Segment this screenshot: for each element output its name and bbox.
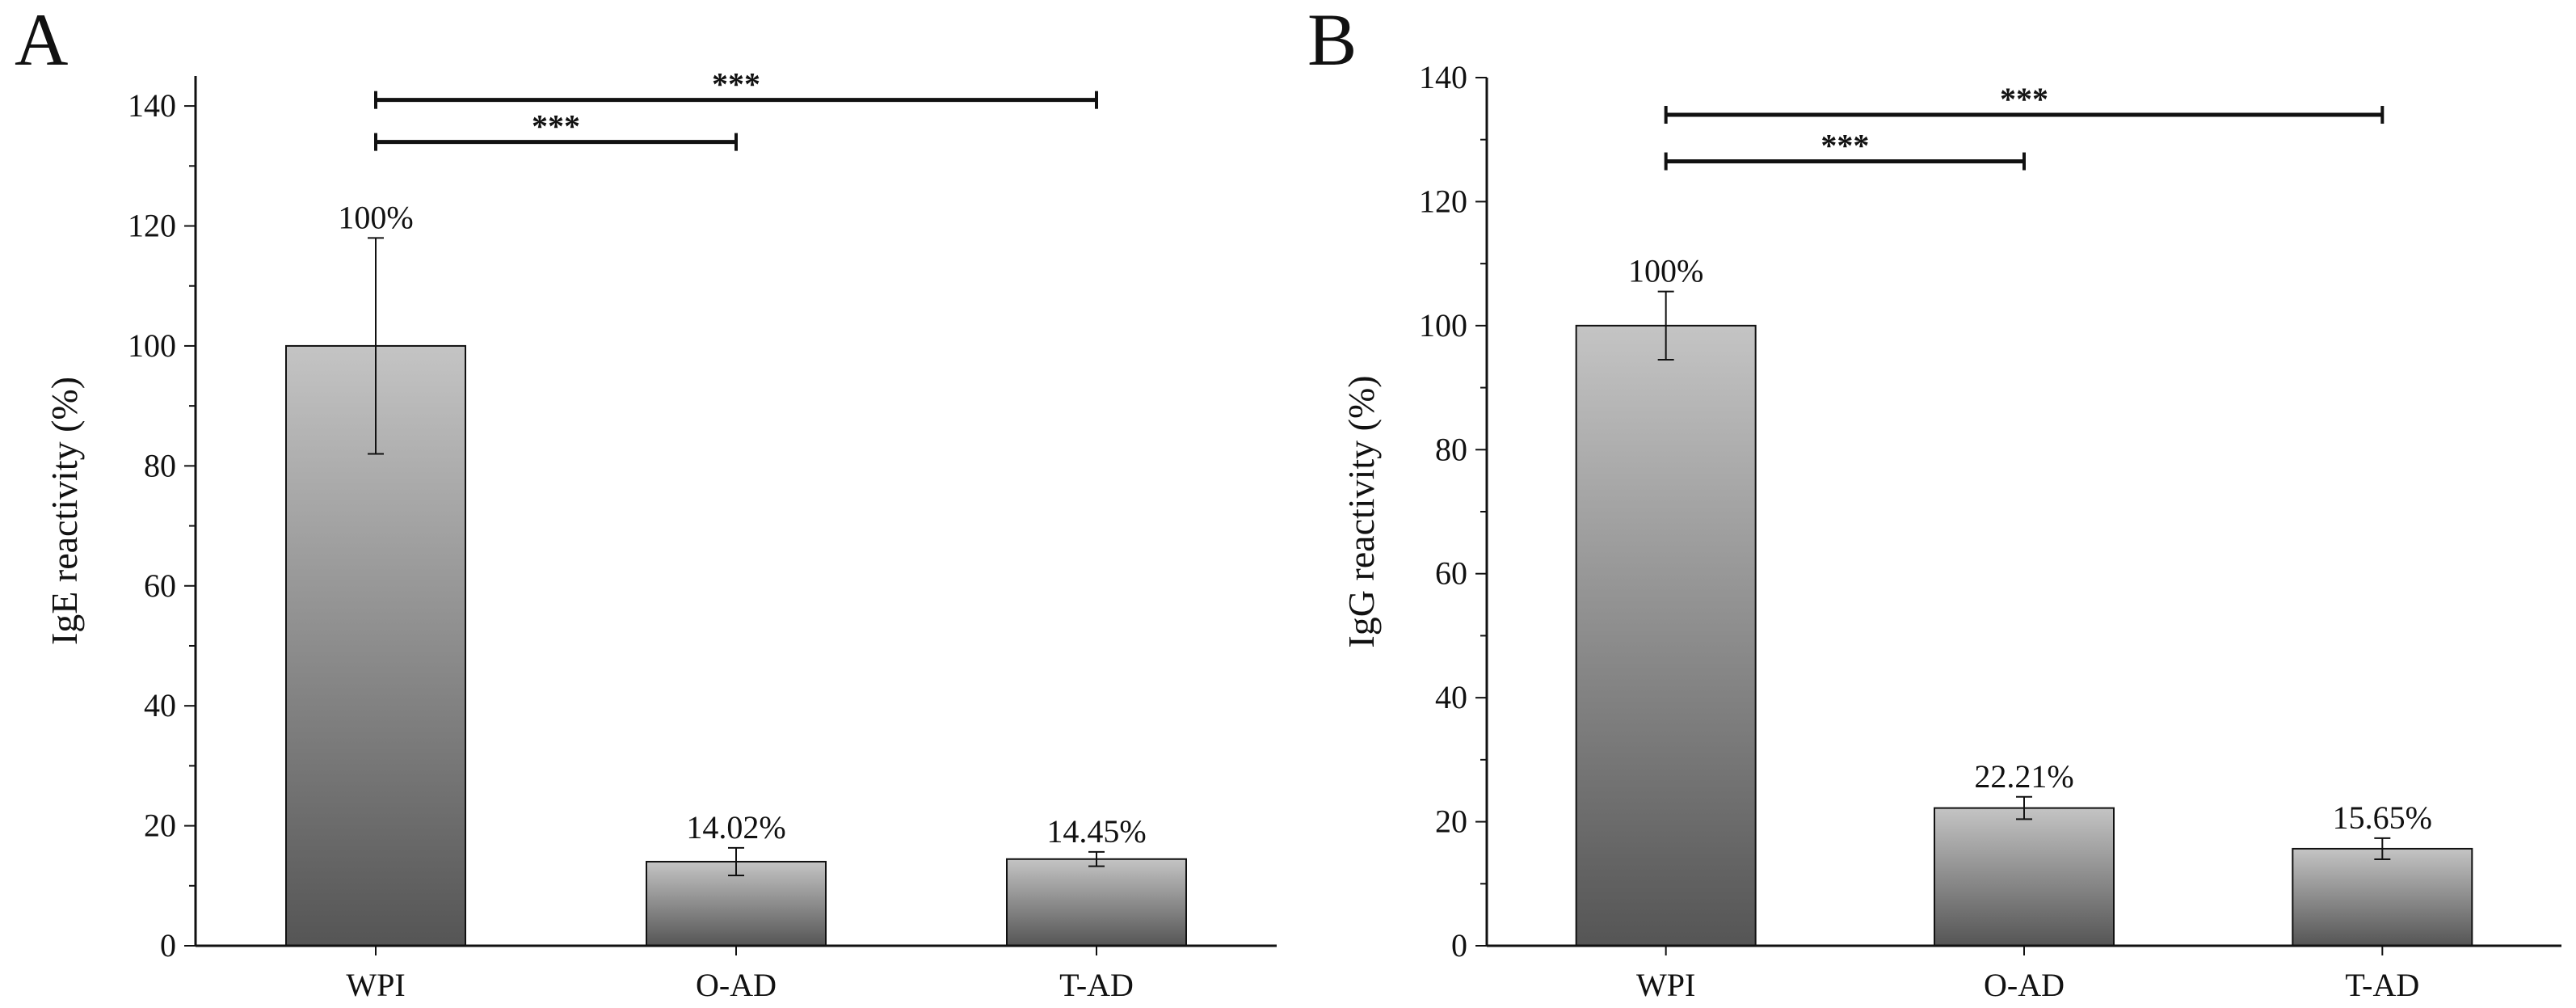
x-tick-label: T-AD [2345, 967, 2419, 1003]
x-tick-label: O-AD [696, 967, 777, 1003]
y-tick-label: 20 [144, 808, 176, 844]
panel-letter: A [15, 0, 68, 81]
y-tick-label: 80 [144, 447, 176, 483]
bar-o-ad [1934, 807, 2115, 947]
significance-label: *** [1820, 128, 1869, 164]
y-tick-label: 140 [128, 87, 176, 124]
y-tick-label: 60 [144, 567, 176, 604]
y-tick-label: 80 [1435, 431, 1467, 467]
y-tick-label: 0 [160, 927, 176, 964]
y-tick-label: 0 [1451, 927, 1467, 964]
data-label: 100% [338, 199, 413, 235]
significance-label: *** [2000, 81, 2048, 117]
x-tick-label: O-AD [1984, 967, 2065, 1003]
x-tick-label: WPI [1636, 967, 1695, 1003]
data-label: 100% [1628, 253, 1703, 289]
y-tick-label: 100 [128, 327, 176, 364]
significance-label: *** [712, 66, 760, 103]
data-label: 14.02% [686, 809, 785, 846]
bar-wpi [1575, 324, 1757, 947]
y-tick-label: 40 [144, 687, 176, 723]
y-tick-label: 60 [1435, 555, 1467, 592]
data-label: 15.65% [2333, 799, 2432, 836]
y-axis-label: IgE reactivity (%) [44, 377, 85, 645]
y-tick-label: 140 [1419, 59, 1467, 95]
significance-label: *** [532, 108, 580, 145]
y-axis-label: IgG reactivity (%) [1341, 375, 1382, 647]
y-tick-label: 120 [1419, 183, 1467, 219]
bar-t-ad [2292, 847, 2473, 947]
y-tick-label: 120 [128, 208, 176, 244]
x-tick-label: T-AD [1059, 967, 1134, 1003]
panel-letter: B [1307, 0, 1357, 81]
chart-panel-a: A 100% 14.02% 14.45% 0 20 40 60 80 100 120 140 WPI O-… [15, 0, 1277, 1003]
y-tick-label: 40 [1435, 679, 1467, 715]
chart-panel-b: B 100% 22.21% 15.65% 0 20 40 60 80 100 120 140 WPI O-… [1307, 0, 2561, 1003]
y-tick-label: 20 [1435, 803, 1467, 840]
data-label: 22.21% [1974, 758, 2073, 795]
y-tick-label: 100 [1419, 307, 1467, 344]
x-tick-label: WPI [346, 967, 405, 1003]
bar-t-ad [1006, 858, 1187, 947]
data-label: 14.45% [1046, 813, 1146, 850]
